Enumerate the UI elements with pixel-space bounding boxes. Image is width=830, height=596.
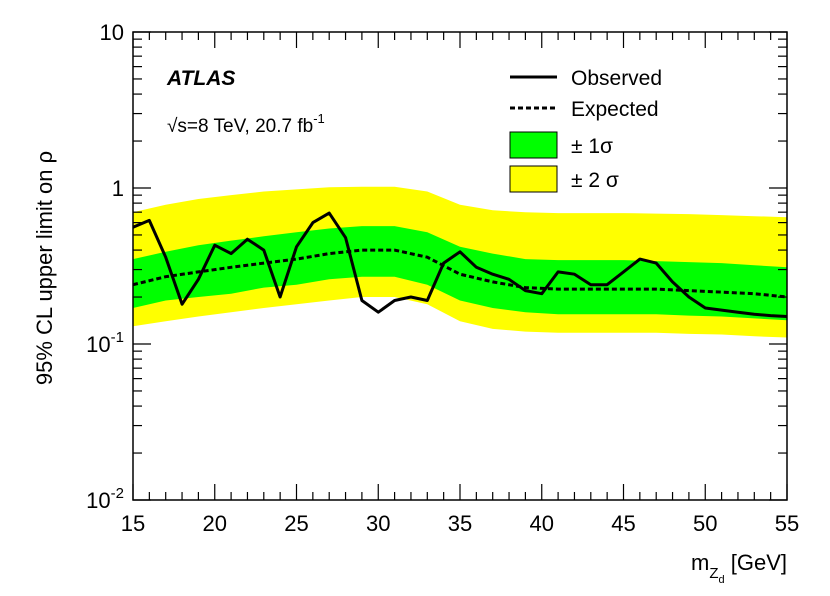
legend-band2-swatch [509, 165, 558, 193]
x-tick-label: 30 [366, 511, 390, 536]
x-tick-label: 45 [611, 511, 635, 536]
x-tick-label: 55 [775, 511, 799, 536]
y-tick-label: 10-2 [86, 485, 124, 513]
line-layer [132, 211, 788, 318]
x-tick-label: 50 [693, 511, 717, 536]
x-tick-label: 40 [530, 511, 554, 536]
x-tick-label: 15 [121, 511, 145, 536]
energy-label-sup: -1 [313, 111, 325, 126]
x-tick-label: 35 [448, 511, 472, 536]
legend-expected-label: Expected [571, 98, 659, 121]
legend-band1-label: ± 1σ [571, 135, 613, 158]
y-tick-labels: 10-2 10-1 1 10 [86, 20, 124, 513]
observed-line [132, 211, 788, 318]
y-tick-label: 10 [100, 20, 124, 45]
legend-band2-label: ± 2 σ [571, 169, 619, 192]
x-axis-title-subsub: d [719, 574, 725, 586]
energy-label-main: √s=8 TeV, 20.7 fb [167, 116, 313, 137]
legend-band1-swatch [509, 131, 558, 159]
x-axis-title-sub: Z [709, 565, 718, 582]
y-tick-label: 10-1 [86, 329, 124, 357]
y-axis-title: 95% CL upper limit on ρ [32, 151, 57, 385]
x-tick-labels: 15 20 25 30 35 40 45 50 55 [121, 511, 799, 536]
x-axis-title: mZd [GeV] [691, 550, 787, 586]
energy-luminosity-label: √s=8 TeV, 20.7 fb-1 [167, 111, 325, 137]
x-axis-title-unit: [GeV] [725, 550, 787, 575]
legend: Observed Expected ± 1σ ± 2 σ [509, 67, 662, 193]
x-axis-title-main: m [691, 550, 709, 575]
legend-observed-label: Observed [571, 67, 662, 90]
x-tick-label: 25 [284, 511, 308, 536]
x-tick-label: 20 [203, 511, 227, 536]
experiment-label: ATLAS [166, 67, 235, 90]
expected-line [132, 248, 788, 299]
tick-layer [132, 31, 788, 501]
y-tick-label: 1 [112, 176, 124, 201]
